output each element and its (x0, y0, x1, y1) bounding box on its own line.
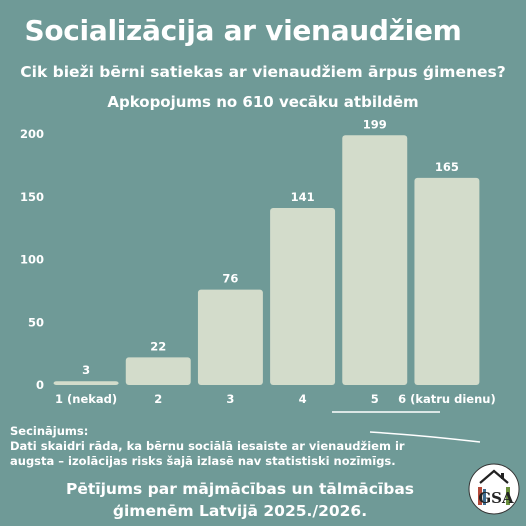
bar (125, 357, 191, 385)
bar-value-label: 22 (150, 339, 166, 353)
gsa-logo: GSA (468, 463, 520, 515)
conclusion-heading: Secinājums: (10, 424, 89, 438)
bar-value-label: 76 (222, 272, 238, 286)
footer: Pētījums par mājmācības un tālmācības ģi… (40, 478, 440, 522)
x-tick-label: 5 (371, 392, 379, 406)
book-icon (478, 487, 482, 505)
x-tick-label: 1 (nekad) (55, 392, 117, 406)
chart-title: Socializācija ar vienaudžiem (24, 14, 462, 47)
bar (197, 289, 263, 385)
x-tick-label: 3 (226, 392, 234, 406)
y-tick-label: 200 (20, 127, 44, 141)
footer-line-2: ģimenēm Latvijā 2025./2026. (112, 502, 368, 520)
logo-text: GSA (478, 489, 514, 507)
conclusion-line-1: Dati skaidri rāda, ka bērnu sociālā iesa… (10, 439, 405, 453)
chimney-icon (501, 473, 504, 479)
bar-value-label: 199 (363, 117, 387, 131)
bar (414, 177, 480, 385)
conclusion-line-2: augsta – izolācijas risks šajā izlasē na… (10, 454, 396, 468)
book-icon (483, 489, 486, 505)
chart-subtitle: Cik bieži bērni satiekas ar vienaudžiem … (20, 63, 506, 81)
footer-line-1: Pētījums par mājmācības un tālmācības (65, 480, 415, 498)
bar (342, 135, 408, 385)
conclusion: Secinājums: Dati skaidri rāda, ka bērnu … (10, 424, 450, 469)
bar-value-label: 165 (435, 160, 459, 174)
x-tick-label: 2 (154, 392, 162, 406)
decorative-line-lower (369, 431, 481, 443)
y-tick-label: 0 (36, 378, 44, 392)
bar (270, 208, 336, 385)
bar-value-label: 141 (291, 190, 315, 204)
bar (53, 381, 119, 385)
x-tick-label: 4 (299, 392, 307, 406)
y-tick-label: 100 (20, 253, 44, 267)
y-tick-label: 150 (20, 190, 44, 204)
bar-value-label: 3 (82, 363, 90, 377)
decorative-lines (332, 411, 481, 443)
book-icon (506, 487, 510, 505)
chart-caption: Apkopojums no 610 vecāku atbildēm (107, 93, 419, 111)
x-tick-label: 6 (katru dienu) (398, 392, 496, 406)
y-tick-label: 50 (28, 315, 44, 329)
